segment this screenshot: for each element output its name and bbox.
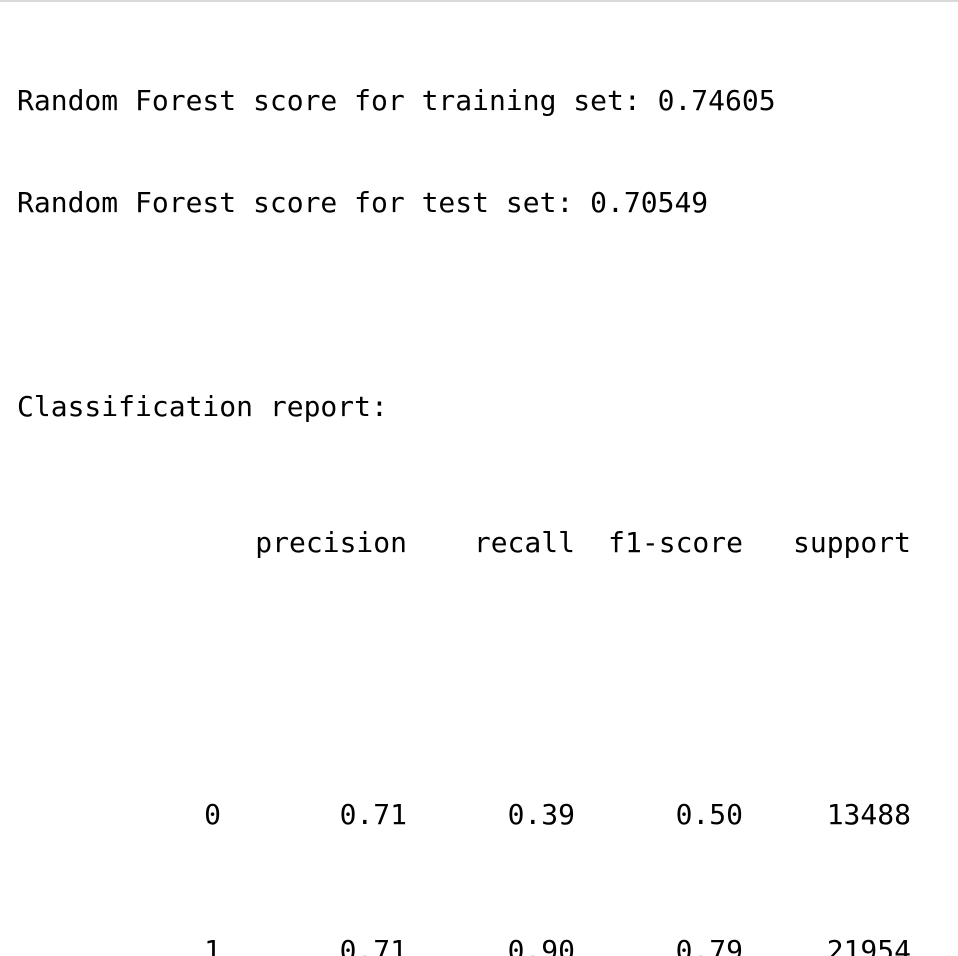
header-label-spacer [17, 526, 221, 560]
row-label: 1 [204, 934, 221, 956]
header-support: support [792, 526, 911, 559]
report-row-class-0: 0 0.71 0.39 0.50 13488 [17, 798, 911, 832]
row-recall: 0.90 [507, 934, 575, 956]
row-precision: 0.71 [339, 934, 407, 956]
header-f1-score: f1-score [608, 526, 743, 559]
row-support: 21954 [826, 934, 911, 956]
training-score-line: Random Forest score for training set: 0.… [17, 84, 776, 117]
test-score-line: Random Forest score for test set: 0.7054… [17, 186, 709, 219]
row-precision: 0.71 [339, 798, 407, 831]
cell-output: Random Forest score for training set: 0.… [17, 16, 911, 956]
blank-line [17, 662, 911, 696]
row-recall: 0.39 [507, 798, 575, 831]
header-recall: recall [473, 526, 575, 559]
row-support: 13488 [826, 798, 911, 831]
report-heading: Classification report: [17, 390, 388, 423]
row-f1-score: 0.50 [675, 798, 743, 831]
cell-top-border [0, 0, 958, 2]
row-f1-score: 0.79 [675, 934, 743, 956]
report-header-row: precision recall f1-score support [17, 526, 911, 560]
row-label: 0 [204, 798, 221, 831]
header-precision: precision [255, 526, 407, 559]
report-row-class-1: 1 0.71 0.90 0.79 21954 [17, 934, 911, 956]
blank-line [17, 288, 911, 322]
